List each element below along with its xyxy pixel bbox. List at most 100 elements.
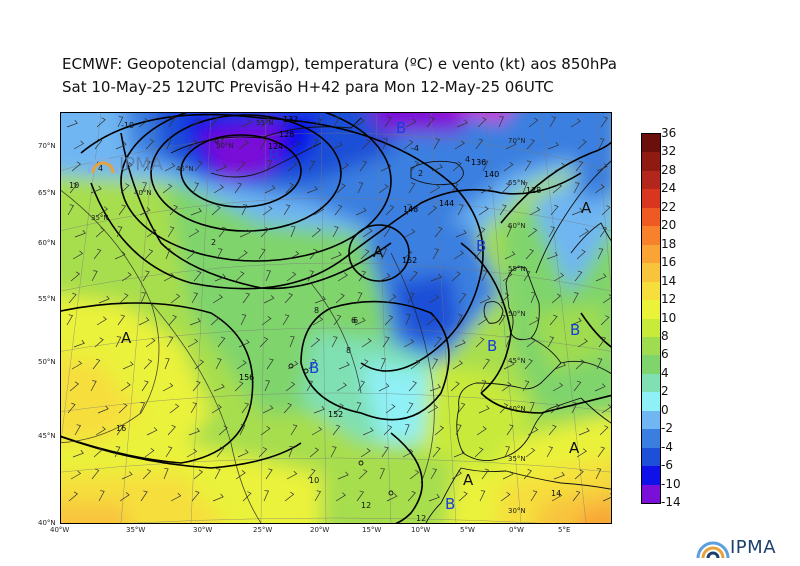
colorbar-label: 20 bbox=[661, 218, 677, 233]
wind-barb bbox=[547, 336, 555, 348]
wind-barb bbox=[546, 251, 558, 260]
wind-barb bbox=[237, 449, 249, 458]
wind-barb bbox=[210, 116, 219, 128]
wind-barb bbox=[139, 402, 145, 414]
wind-barb bbox=[477, 316, 488, 326]
wind-barb bbox=[524, 160, 532, 172]
colorbar-segment bbox=[642, 392, 660, 412]
wind-barb bbox=[332, 226, 339, 238]
wind-barb bbox=[601, 404, 611, 414]
wind-barb bbox=[386, 493, 398, 502]
wind-barb bbox=[286, 271, 297, 282]
wind-barb bbox=[360, 249, 370, 260]
wind-barb bbox=[74, 229, 86, 238]
wind-barb bbox=[430, 468, 438, 480]
wind-barb bbox=[70, 271, 81, 282]
wind-barb bbox=[146, 427, 158, 436]
wind-barb bbox=[426, 315, 437, 326]
wind-barb bbox=[602, 294, 611, 304]
wind-barb bbox=[139, 207, 151, 216]
wind-barb bbox=[549, 314, 558, 326]
lat-label: 70°N bbox=[38, 142, 56, 150]
wind-barb bbox=[549, 116, 557, 128]
wind-barb bbox=[186, 448, 198, 458]
wind-barb bbox=[599, 425, 609, 436]
wind-barb bbox=[383, 226, 391, 238]
wind-barb bbox=[529, 206, 541, 216]
wind-barb bbox=[570, 317, 582, 326]
wind-barb bbox=[120, 382, 131, 392]
watermark-logo: IPMA bbox=[87, 154, 164, 175]
wind-barb bbox=[282, 314, 290, 326]
lon-label: 25°W bbox=[253, 526, 273, 534]
isotherm-label: 6 bbox=[351, 316, 356, 325]
wind-barb bbox=[289, 140, 301, 150]
wind-barb bbox=[378, 383, 390, 392]
wind-barb bbox=[162, 183, 173, 194]
wind-barb bbox=[575, 359, 585, 370]
wind-barb bbox=[331, 336, 338, 348]
wind-barb bbox=[554, 162, 566, 172]
wind-barb bbox=[264, 380, 270, 392]
wind-barb bbox=[142, 270, 150, 282]
wind-barb bbox=[97, 405, 109, 414]
wind-barb bbox=[530, 490, 538, 502]
wind-barb bbox=[334, 403, 344, 414]
wind-barb bbox=[263, 295, 275, 304]
wind-barb bbox=[526, 337, 537, 348]
colorbar-label: 28 bbox=[661, 162, 677, 177]
wind-barb bbox=[68, 491, 79, 502]
wind-barb bbox=[450, 381, 460, 392]
wind-barb bbox=[527, 227, 538, 238]
wind-barb bbox=[98, 295, 110, 304]
colorbar-label: 36 bbox=[661, 126, 677, 140]
wind-barb bbox=[500, 491, 511, 502]
wind-barb bbox=[335, 492, 346, 502]
colorbar-segment bbox=[642, 336, 660, 356]
wind-barb bbox=[234, 182, 243, 194]
wind-barb bbox=[68, 292, 77, 304]
lon-label: 5°W bbox=[460, 526, 475, 534]
wind-barb bbox=[503, 161, 514, 172]
wind-barb bbox=[93, 248, 102, 260]
high-pressure-center: A bbox=[121, 329, 132, 347]
wind-barb bbox=[286, 470, 298, 480]
isotherm-label: 2 bbox=[418, 169, 423, 178]
wind-barb bbox=[451, 271, 461, 282]
wind-barb bbox=[189, 118, 201, 128]
wind-barb bbox=[384, 315, 394, 326]
wind-barb bbox=[190, 207, 202, 216]
wind-barb bbox=[217, 336, 226, 348]
wind-barb bbox=[308, 160, 316, 172]
wind-barb bbox=[482, 160, 489, 172]
colorbar-segment bbox=[642, 466, 660, 486]
isotherm-label: 16 bbox=[116, 424, 126, 433]
wind-barb bbox=[170, 293, 181, 304]
wind-barb bbox=[550, 403, 561, 414]
wind-barb bbox=[91, 270, 98, 282]
wind-barb bbox=[499, 204, 507, 216]
wind-barb bbox=[70, 470, 82, 480]
colorbar-label: 14 bbox=[661, 273, 677, 288]
wind-barb bbox=[169, 403, 180, 414]
wind-barb bbox=[118, 403, 128, 414]
wind-barb bbox=[260, 227, 270, 238]
wind-barb bbox=[162, 382, 174, 392]
wind-barb bbox=[410, 359, 421, 370]
wind-barb bbox=[215, 163, 227, 172]
wind-barb bbox=[288, 250, 300, 260]
wind-barb bbox=[382, 138, 388, 150]
wind-barb bbox=[338, 361, 350, 370]
wind-barb bbox=[506, 424, 514, 436]
wind-barb bbox=[114, 446, 121, 458]
wind-barb bbox=[428, 294, 440, 304]
pressure-centers: B B B B B B B A A A A A bbox=[121, 119, 592, 513]
wind-barb bbox=[546, 446, 554, 458]
wind-barb bbox=[97, 206, 108, 216]
wind-barb bbox=[306, 185, 318, 194]
colorbar-label: 22 bbox=[661, 199, 677, 214]
wind-barb bbox=[333, 116, 340, 128]
wind-barb bbox=[188, 228, 200, 238]
contour-label: 136 bbox=[471, 158, 486, 167]
wind-barb bbox=[430, 273, 442, 282]
